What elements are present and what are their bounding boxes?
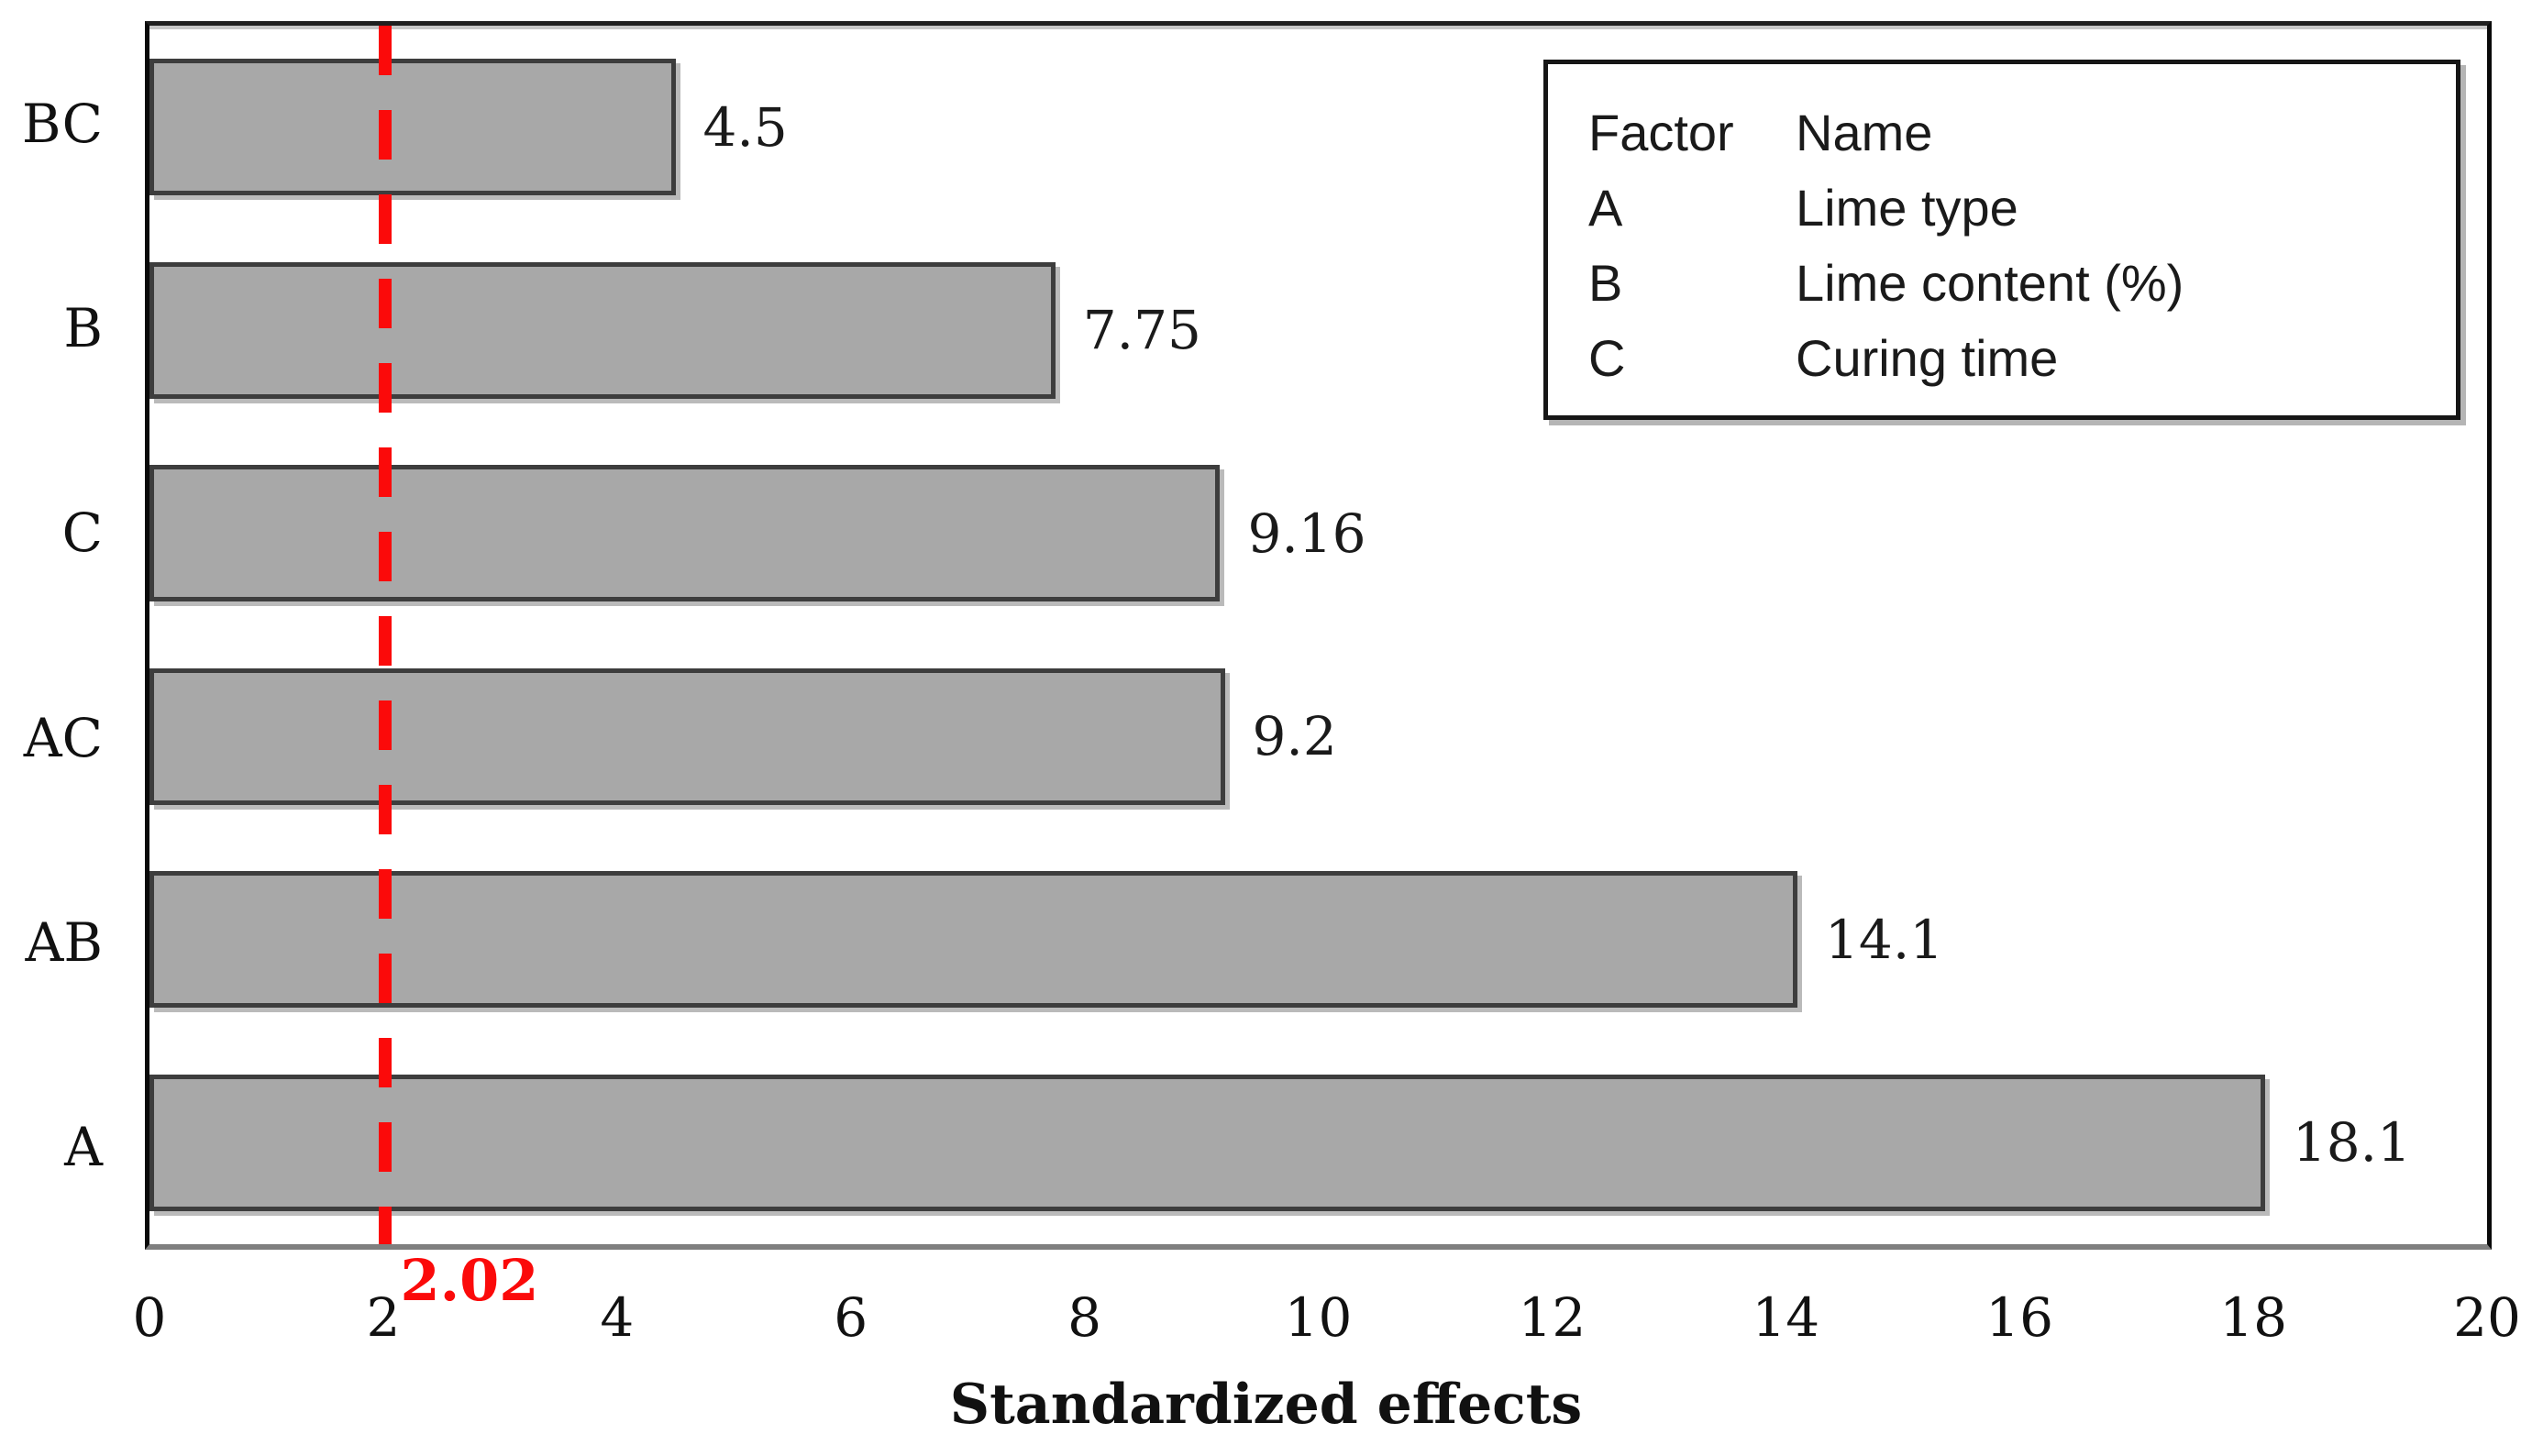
bar-a — [149, 1074, 2265, 1211]
x-tick-2: 2 — [366, 1286, 401, 1349]
bar-b — [149, 261, 1056, 399]
bar-value-label-bc: 4.5 — [702, 95, 788, 159]
x-axis-title: Standardized effects — [949, 1373, 1583, 1437]
category-label-ab: AB — [25, 910, 103, 974]
bar-bc — [149, 59, 676, 196]
x-tick-6: 6 — [834, 1286, 868, 1349]
legend-grid: Factor Name A Lime type B Lime content (%) C Cu… — [1548, 64, 2456, 396]
category-axis: BC B C AC AB A — [0, 21, 103, 1250]
category-label-a: A — [64, 1116, 103, 1179]
x-tick-16: 16 — [1985, 1286, 2054, 1349]
bar-band-ab: 14.1 — [149, 838, 2487, 1042]
bar-value-label-b: 7.75 — [1082, 299, 1201, 362]
x-tick-18: 18 — [2219, 1286, 2287, 1349]
category-label-c: C — [61, 502, 103, 565]
category-label-b: B — [63, 296, 103, 359]
bar-band-bc: 4.5 — [149, 26, 2487, 229]
bars-container: 4.5 7.75 9.16 9.2 14.1 18.1 — [149, 26, 2487, 1244]
bar-ac — [149, 667, 1225, 805]
bar-value-label-a: 18.1 — [2292, 1111, 2411, 1175]
bar-c — [149, 465, 1221, 602]
bar-band-b: 7.75 — [149, 229, 2487, 433]
x-tick-8: 8 — [1067, 1286, 1102, 1349]
legend-name-a: Lime type — [1796, 179, 2018, 237]
bar-value-label-ab: 14.1 — [1825, 908, 1944, 971]
category-label-bc: BC — [21, 92, 103, 155]
reference-line-label: 2.02 — [400, 1247, 539, 1314]
legend: Factor Name A Lime type B Lime content (%) C Cu… — [1543, 60, 2460, 420]
bar-value-label-c: 9.16 — [1247, 502, 1366, 565]
reference-line — [379, 26, 393, 1244]
bar-band-ac: 9.2 — [149, 635, 2487, 839]
x-tick-12: 12 — [1518, 1286, 1587, 1349]
plot-frame-shadow — [149, 26, 2487, 29]
category-label-ac: AC — [23, 706, 103, 769]
x-tick-10: 10 — [1284, 1286, 1353, 1349]
legend-factor-b: B — [1588, 254, 1623, 312]
legend-name-c: Curing time — [1796, 329, 2059, 387]
x-axis-ticks: 0 2 4 6 8 10 12 14 16 18 20 — [133, 1286, 2521, 1355]
legend-factor-a: A — [1588, 179, 1623, 237]
legend-factor-c: C — [1588, 329, 1626, 387]
x-tick-0: 0 — [132, 1286, 167, 1349]
legend-header-name: Name — [1796, 104, 1933, 161]
bar-ab — [149, 871, 1798, 1009]
x-tick-14: 14 — [1752, 1286, 1820, 1349]
legend-name-b: Lime content (%) — [1796, 254, 2184, 312]
legend-header-factor: Factor — [1588, 104, 1734, 161]
x-tick-20: 20 — [2453, 1286, 2521, 1349]
x-tick-4: 4 — [600, 1286, 635, 1349]
bar-value-label-ac: 9.2 — [1252, 705, 1337, 768]
bar-band-a: 18.1 — [149, 1042, 2487, 1245]
bar-band-c: 9.16 — [149, 432, 2487, 635]
